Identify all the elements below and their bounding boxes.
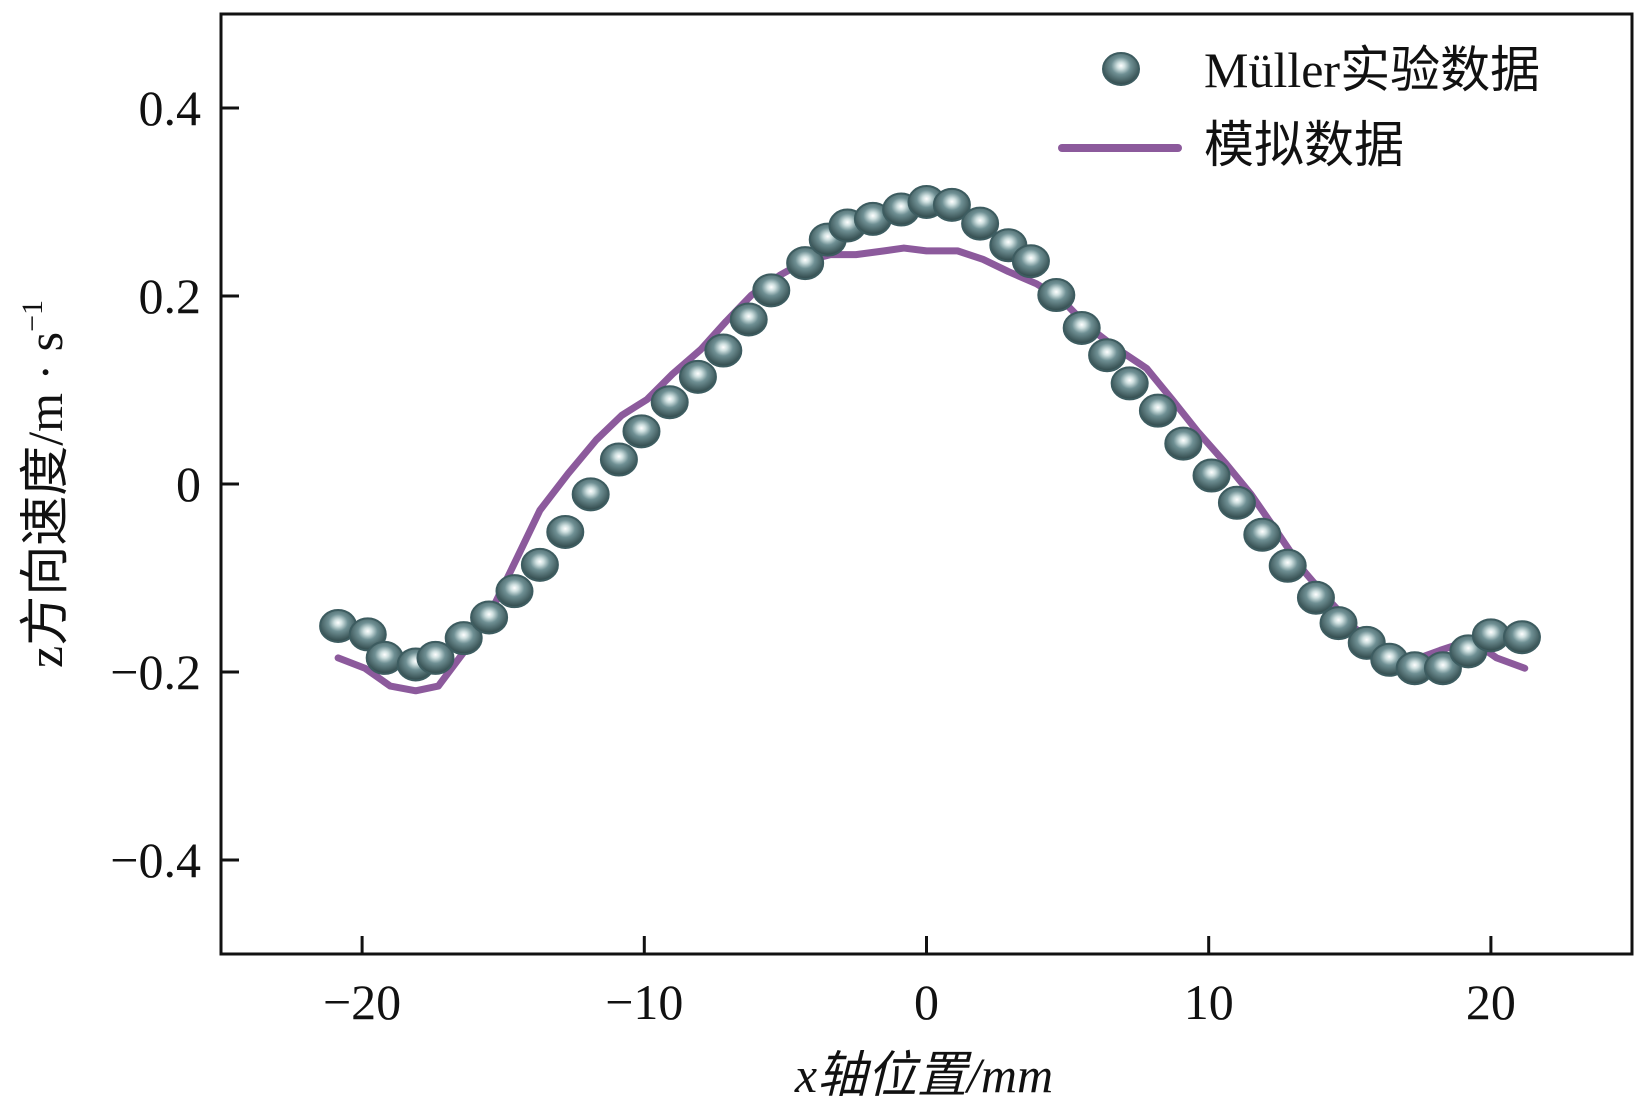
data-point xyxy=(599,442,638,477)
data-point xyxy=(1296,580,1335,615)
data-point xyxy=(444,621,483,656)
data-point xyxy=(622,414,661,449)
y-tick-label: 0 xyxy=(176,456,201,512)
x-axis-label: x轴位置/mm xyxy=(794,1047,1053,1103)
y-tick-label: −0.2 xyxy=(110,644,201,700)
y-tick-label: 0.4 xyxy=(139,80,202,136)
data-point xyxy=(650,385,689,420)
data-point xyxy=(546,514,585,549)
data-point xyxy=(365,640,404,675)
data-point xyxy=(752,273,791,308)
data-point xyxy=(678,359,717,394)
data-point xyxy=(1062,310,1101,345)
data-point xyxy=(961,206,1000,241)
data-point xyxy=(1423,651,1462,686)
data-point xyxy=(1088,338,1127,373)
x-tick-label: −20 xyxy=(323,974,401,1030)
data-point xyxy=(932,187,971,222)
data-point xyxy=(1243,517,1282,552)
data-point xyxy=(1164,426,1203,461)
data-point xyxy=(1502,620,1541,655)
data-point xyxy=(729,302,768,337)
data-point xyxy=(1217,485,1256,520)
data-point xyxy=(786,246,825,281)
data-point xyxy=(495,574,534,609)
data-point xyxy=(571,477,610,512)
y-tick-label: 0.2 xyxy=(139,268,202,324)
legend-label: Müller实验数据 xyxy=(1204,42,1540,98)
y-tick-label: −0.4 xyxy=(110,832,201,888)
plot-frame xyxy=(219,12,1634,956)
data-point xyxy=(1011,244,1050,279)
data-point xyxy=(1138,393,1177,428)
data-point xyxy=(1110,366,1149,401)
data-point xyxy=(470,600,509,635)
data-point xyxy=(704,333,743,368)
data-point xyxy=(1037,278,1076,313)
x-tick-label: 0 xyxy=(914,974,939,1030)
x-tick-label: 10 xyxy=(1184,974,1234,1030)
x-tick-label: 20 xyxy=(1466,974,1516,1030)
data-point xyxy=(520,547,559,582)
legend-marker xyxy=(1102,52,1140,86)
y-axis-label-main: z方向速度/m · s xyxy=(17,332,73,668)
data-point xyxy=(1268,548,1307,583)
legend-label: 模拟数据 xyxy=(1204,117,1404,173)
data-point xyxy=(416,640,455,675)
data-point xyxy=(1319,606,1358,641)
data-point xyxy=(1192,458,1231,493)
x-tick-label: −10 xyxy=(605,974,683,1030)
y-axis-label: z方向速度/m · s−1 xyxy=(16,300,73,668)
y-axis-label-sup: −1 xyxy=(16,300,49,332)
